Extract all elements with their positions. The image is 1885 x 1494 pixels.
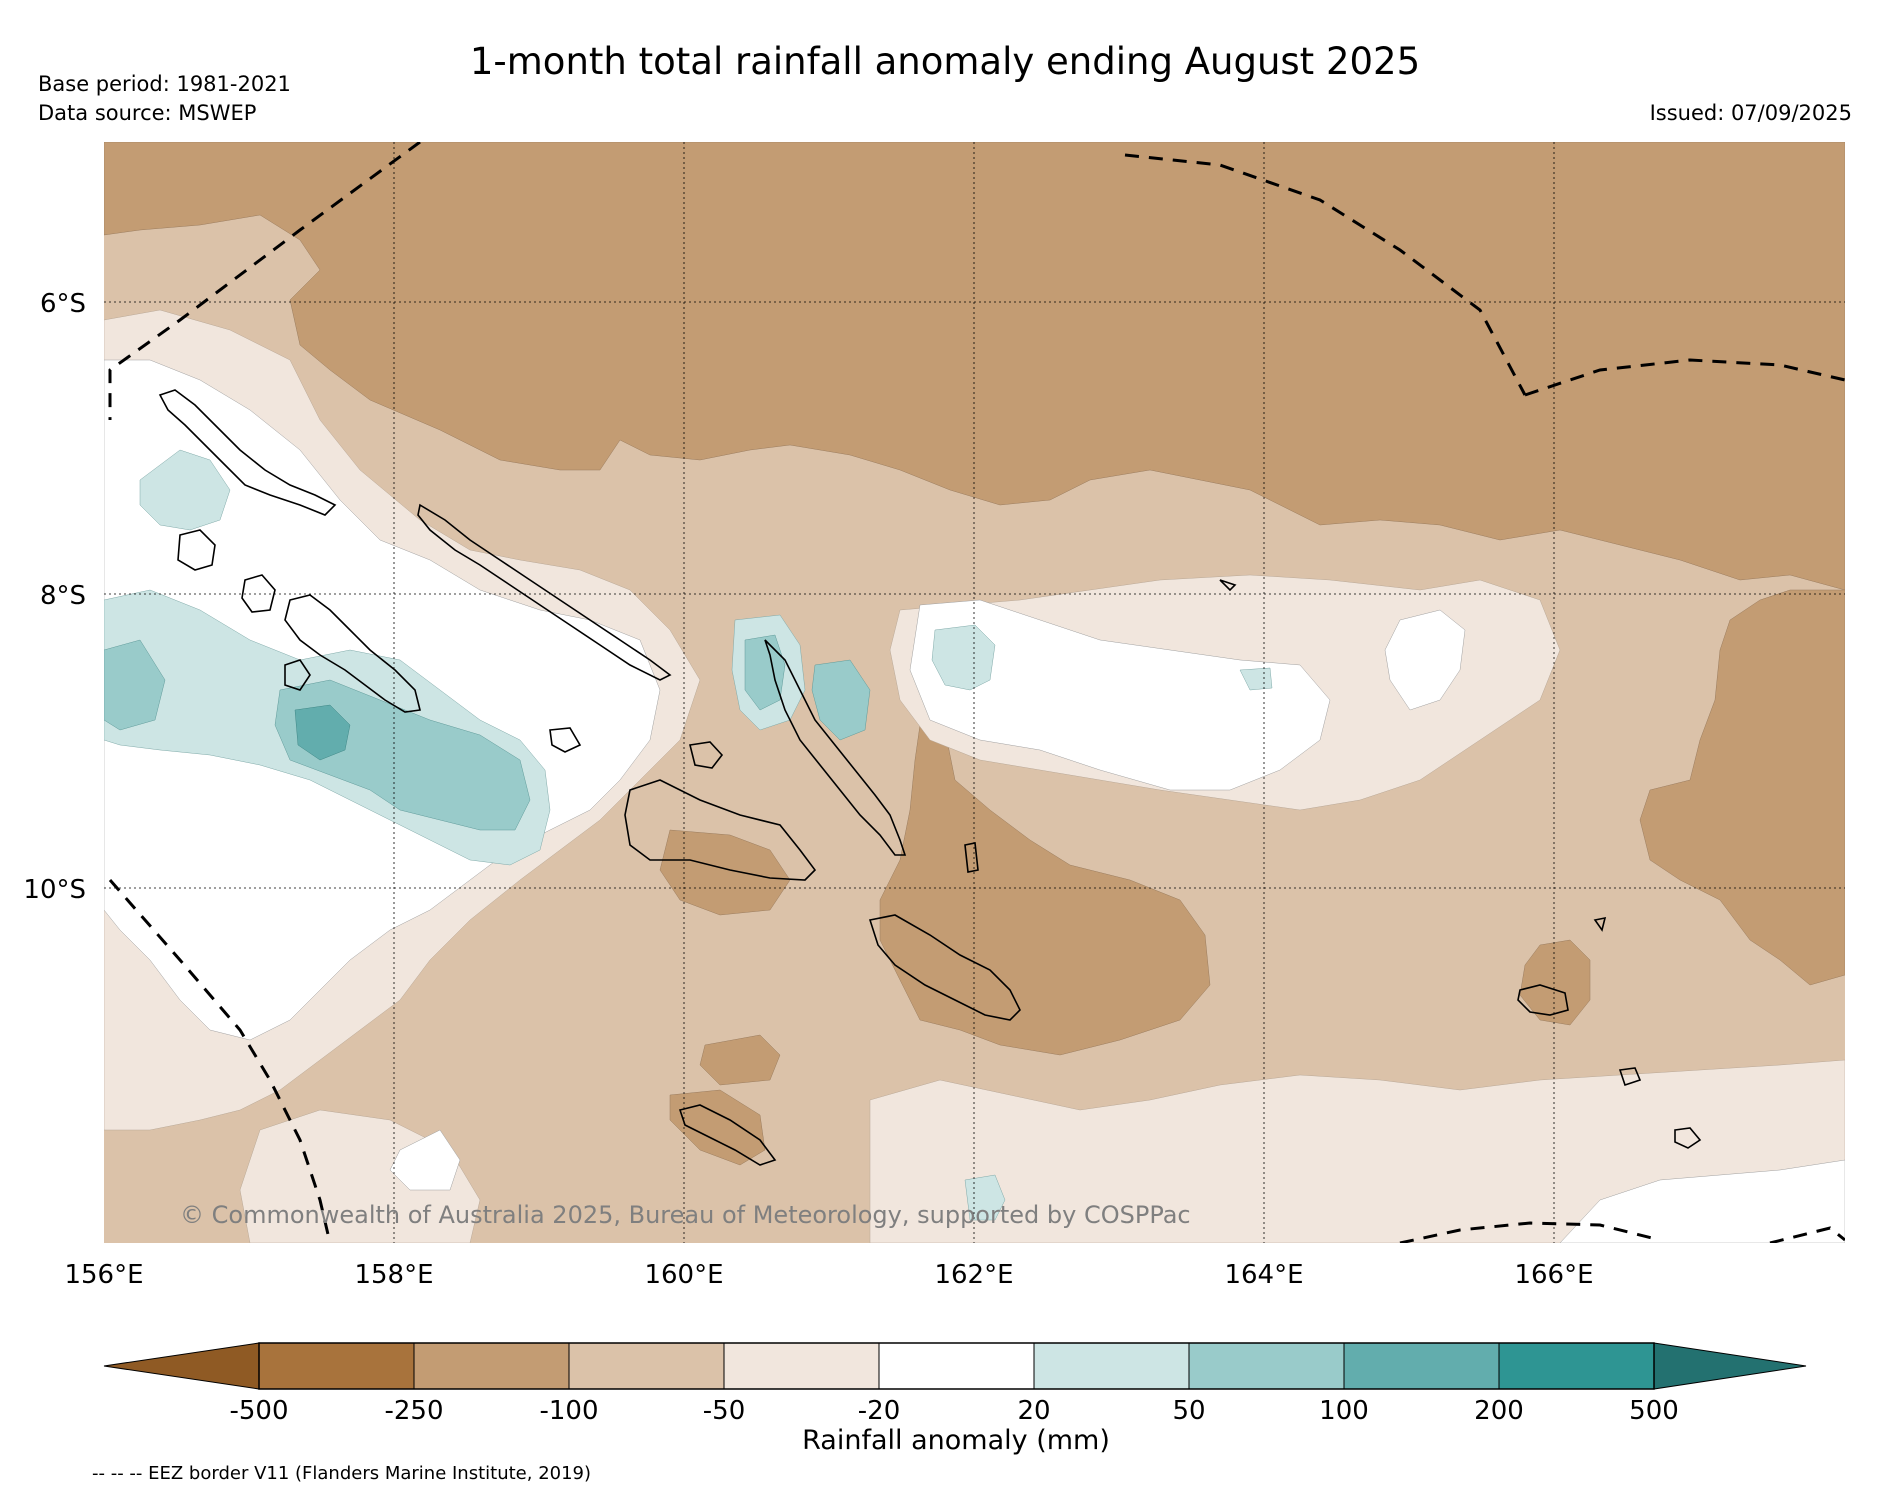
anomaly-region-southeast-dry (1519, 939, 1591, 1026)
anomaly-region-normal-south (1559, 1159, 1845, 1243)
anomaly-region-normal-central (909, 599, 1331, 791)
base-period-label: Base period: 1981-2021 (38, 72, 291, 96)
anomaly-region-malaita-dry (659, 829, 791, 916)
coastline-rendova (284, 659, 311, 691)
lon-label-166e: 166°E (1514, 1260, 1593, 1290)
anomaly-region-central-dry (879, 724, 1211, 1056)
colorbar-bin-20-50 (1034, 1343, 1189, 1389)
anomaly-region-wet-center (931, 624, 996, 691)
coastline-vella-lavella (241, 574, 276, 613)
lat-label-6s: 6°S (40, 289, 86, 319)
anomaly-region-wettest-west (294, 704, 351, 761)
anomaly-region-normal-southwest (389, 1129, 461, 1191)
eez-borders (108, 142, 1845, 1243)
colorbar-tick-minus500: -500 (229, 1396, 288, 1426)
map-title: 1-month total rainfall anomaly ending Au… (470, 40, 1420, 83)
anomaly-region-east-dry (1639, 589, 1845, 986)
colorbar-bin-minus100-minus50 (569, 1343, 724, 1389)
coastline-florida-islands (689, 741, 724, 769)
graticule (104, 142, 1845, 1243)
eez-border-northwest (108, 142, 421, 420)
anomaly-region-north-dry (104, 142, 1845, 591)
eez-border-southwest (108, 879, 332, 1243)
colorbar-bin-200-500 (1499, 1343, 1654, 1389)
lon-label-158e: 158°E (354, 1260, 433, 1290)
colorbar-tick-200: 200 (1474, 1396, 1524, 1426)
lon-label-164e: 164°E (1224, 1260, 1303, 1290)
colorbar-tick-minus50: -50 (703, 1396, 745, 1426)
coastline-shortland (177, 529, 216, 571)
coastline-malaita (868, 914, 1021, 1021)
colorbar-bin-minus250-minus100 (414, 1343, 569, 1389)
copyright-text: © Commonwealth of Australia 2025, Bureau… (180, 1201, 1191, 1229)
anomaly-region-wetter-far-west (104, 639, 166, 731)
colorbar-tick-20: 20 (1017, 1396, 1050, 1426)
colorbar-extend-high (1653, 1342, 1807, 1390)
lat-label-10s: 10°S (23, 875, 86, 905)
map-panel: © Commonwealth of Australia 2025, Bureau… (104, 142, 1845, 1243)
anomaly-region-wetter-isabel (744, 634, 786, 711)
lon-label-160e: 160°E (644, 1260, 723, 1290)
eez-border-southeast (1769, 1226, 1845, 1243)
colorbar-outline (258, 1342, 1655, 1390)
coastline-choiseul (417, 503, 672, 681)
colorbar-label: Rainfall anomaly (mm) (802, 1425, 1110, 1456)
eez-border-south (1399, 1221, 1661, 1243)
colorbar-tick-50: 50 (1172, 1396, 1205, 1426)
colorbar-extend-low (103, 1342, 260, 1390)
anomaly-region-wetter-malaita (811, 659, 871, 741)
anomaly-region-wet-south (964, 1174, 1006, 1221)
coastline-utupua (1674, 1127, 1702, 1149)
coastline-santa-isabel (764, 639, 907, 856)
anomaly-region-wet-nw (139, 449, 231, 531)
coastline-duff-islands (1593, 916, 1607, 932)
colorbar-bin-100-200 (1344, 1343, 1499, 1389)
colorbar-tick-500: 500 (1629, 1396, 1679, 1426)
coastline-ontong-java (1219, 579, 1237, 592)
coastline-makira (678, 1104, 777, 1166)
coastline-guadalcanal (624, 779, 817, 881)
colorbar-bin-minus20-20 (879, 1343, 1034, 1389)
colorbar-bin-minus500-minus250 (259, 1343, 414, 1389)
coastline-vanikoro (1618, 1067, 1642, 1087)
colorbar-tick-minus20: -20 (858, 1396, 900, 1426)
eez-border-east-arc (1524, 358, 1845, 397)
colorbar-tick-100: 100 (1319, 1396, 1369, 1426)
lon-label-156e: 156°E (64, 1260, 143, 1290)
coastline-russell-islands (549, 727, 582, 753)
colorbar-tick-minus100: -100 (539, 1396, 598, 1426)
coastline-rennell (964, 842, 979, 873)
colorbar-bin-50-100 (1189, 1343, 1344, 1389)
colorbar-bin-minus50-minus20 (724, 1343, 879, 1389)
colorbar-tick-minus250: -250 (384, 1396, 443, 1426)
eez-border-note: -- -- -- EEZ border V11 (Flanders Marine… (92, 1463, 591, 1484)
lat-label-8s: 8°S (40, 581, 86, 611)
anomaly-region-normal-east (1384, 609, 1466, 711)
lon-label-162e: 162°E (934, 1260, 1013, 1290)
data-source-label: Data source: MSWEP (38, 101, 256, 125)
anomaly-region-slightly-dry-southeast (869, 1059, 1845, 1243)
coastlines (158, 389, 1702, 1166)
issued-date-label: Issued: 07/09/2025 (1650, 101, 1852, 125)
eez-border-northeast (1124, 153, 1527, 396)
colorbar: -500 -250 -100 -50 -20 20 50 100 200 500… (103, 1342, 1807, 1456)
coastline-santa-cruz (1517, 984, 1569, 1016)
anomaly-region-south-dry (669, 1089, 766, 1166)
coastline-new-georgia (284, 594, 421, 713)
coastline-bougainville (158, 389, 337, 516)
anomaly-region-southcentral-dry (699, 1034, 781, 1086)
